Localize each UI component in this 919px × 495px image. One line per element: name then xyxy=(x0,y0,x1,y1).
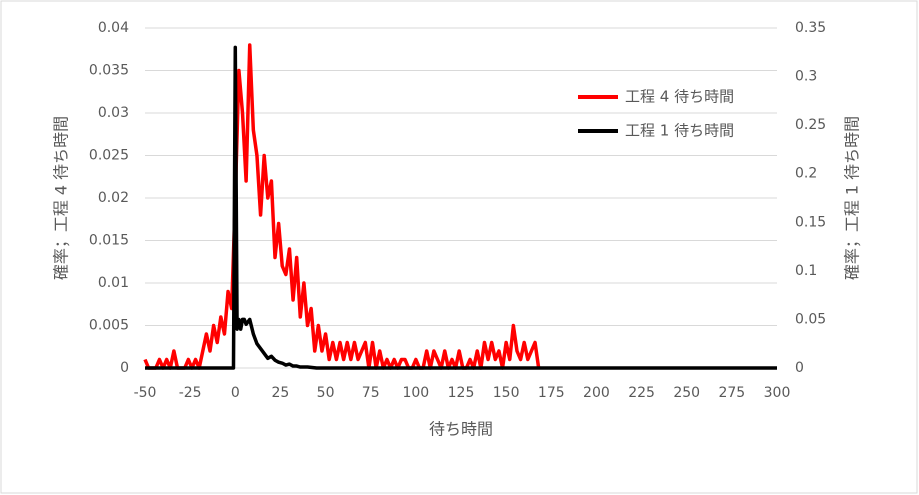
x-tick-label: -50 xyxy=(134,385,157,401)
x-tick-label: 200 xyxy=(583,385,610,401)
x-tick-label: 100 xyxy=(402,385,429,401)
y-tick-label: 0.03 xyxy=(98,105,129,121)
y-tick-label: 0.02 xyxy=(98,190,129,206)
y-tick-label: 0 xyxy=(120,360,129,376)
y2-tick-label: 0.3 xyxy=(795,69,817,85)
x-tick-label: 225 xyxy=(628,385,655,401)
y2-tick-label: 0.1 xyxy=(795,263,817,279)
y-tick-label: 0.015 xyxy=(89,233,129,249)
legend-label: 工程 1 待ち時間 xyxy=(625,122,734,140)
y2-tick-label: 0.35 xyxy=(795,20,826,36)
y-tick-label: 0.035 xyxy=(89,63,129,79)
x-tick-label: 25 xyxy=(272,385,290,401)
y-axis-title: 確率；工程 4 待ち時間 xyxy=(52,116,71,280)
x-tick-label: 0 xyxy=(231,385,240,401)
x-tick-label: 125 xyxy=(448,385,475,401)
x-tick-label: 175 xyxy=(538,385,565,401)
y-tick-label: 0.04 xyxy=(98,20,129,36)
y2-tick-label: 0.15 xyxy=(795,214,826,230)
y2-tick-label: 0 xyxy=(795,360,804,376)
x-tick-label: 150 xyxy=(493,385,520,401)
x-tick-label: 300 xyxy=(764,385,791,401)
x-tick-label: 275 xyxy=(718,385,745,401)
x-tick-label: -25 xyxy=(179,385,202,401)
x-tick-label: 50 xyxy=(317,385,335,401)
y2-tick-label: 0.2 xyxy=(795,166,817,182)
y-tick-label: 0.01 xyxy=(98,275,129,291)
y-tick-label: 0.005 xyxy=(89,318,129,334)
legend-label: 工程 4 待ち時間 xyxy=(625,88,734,106)
y-tick-label: 0.025 xyxy=(89,148,129,164)
series-line xyxy=(145,45,777,370)
plot xyxy=(143,43,777,370)
y2-axis-title: 確率；工程 1 待ち時間 xyxy=(843,116,862,280)
y2-tick-label: 0.25 xyxy=(795,117,826,133)
x-tick-label: 75 xyxy=(362,385,380,401)
x-axis-title: 待ち時間 xyxy=(429,420,493,439)
x-tick-label: 250 xyxy=(673,385,700,401)
y2-tick-label: 0.05 xyxy=(795,311,826,327)
